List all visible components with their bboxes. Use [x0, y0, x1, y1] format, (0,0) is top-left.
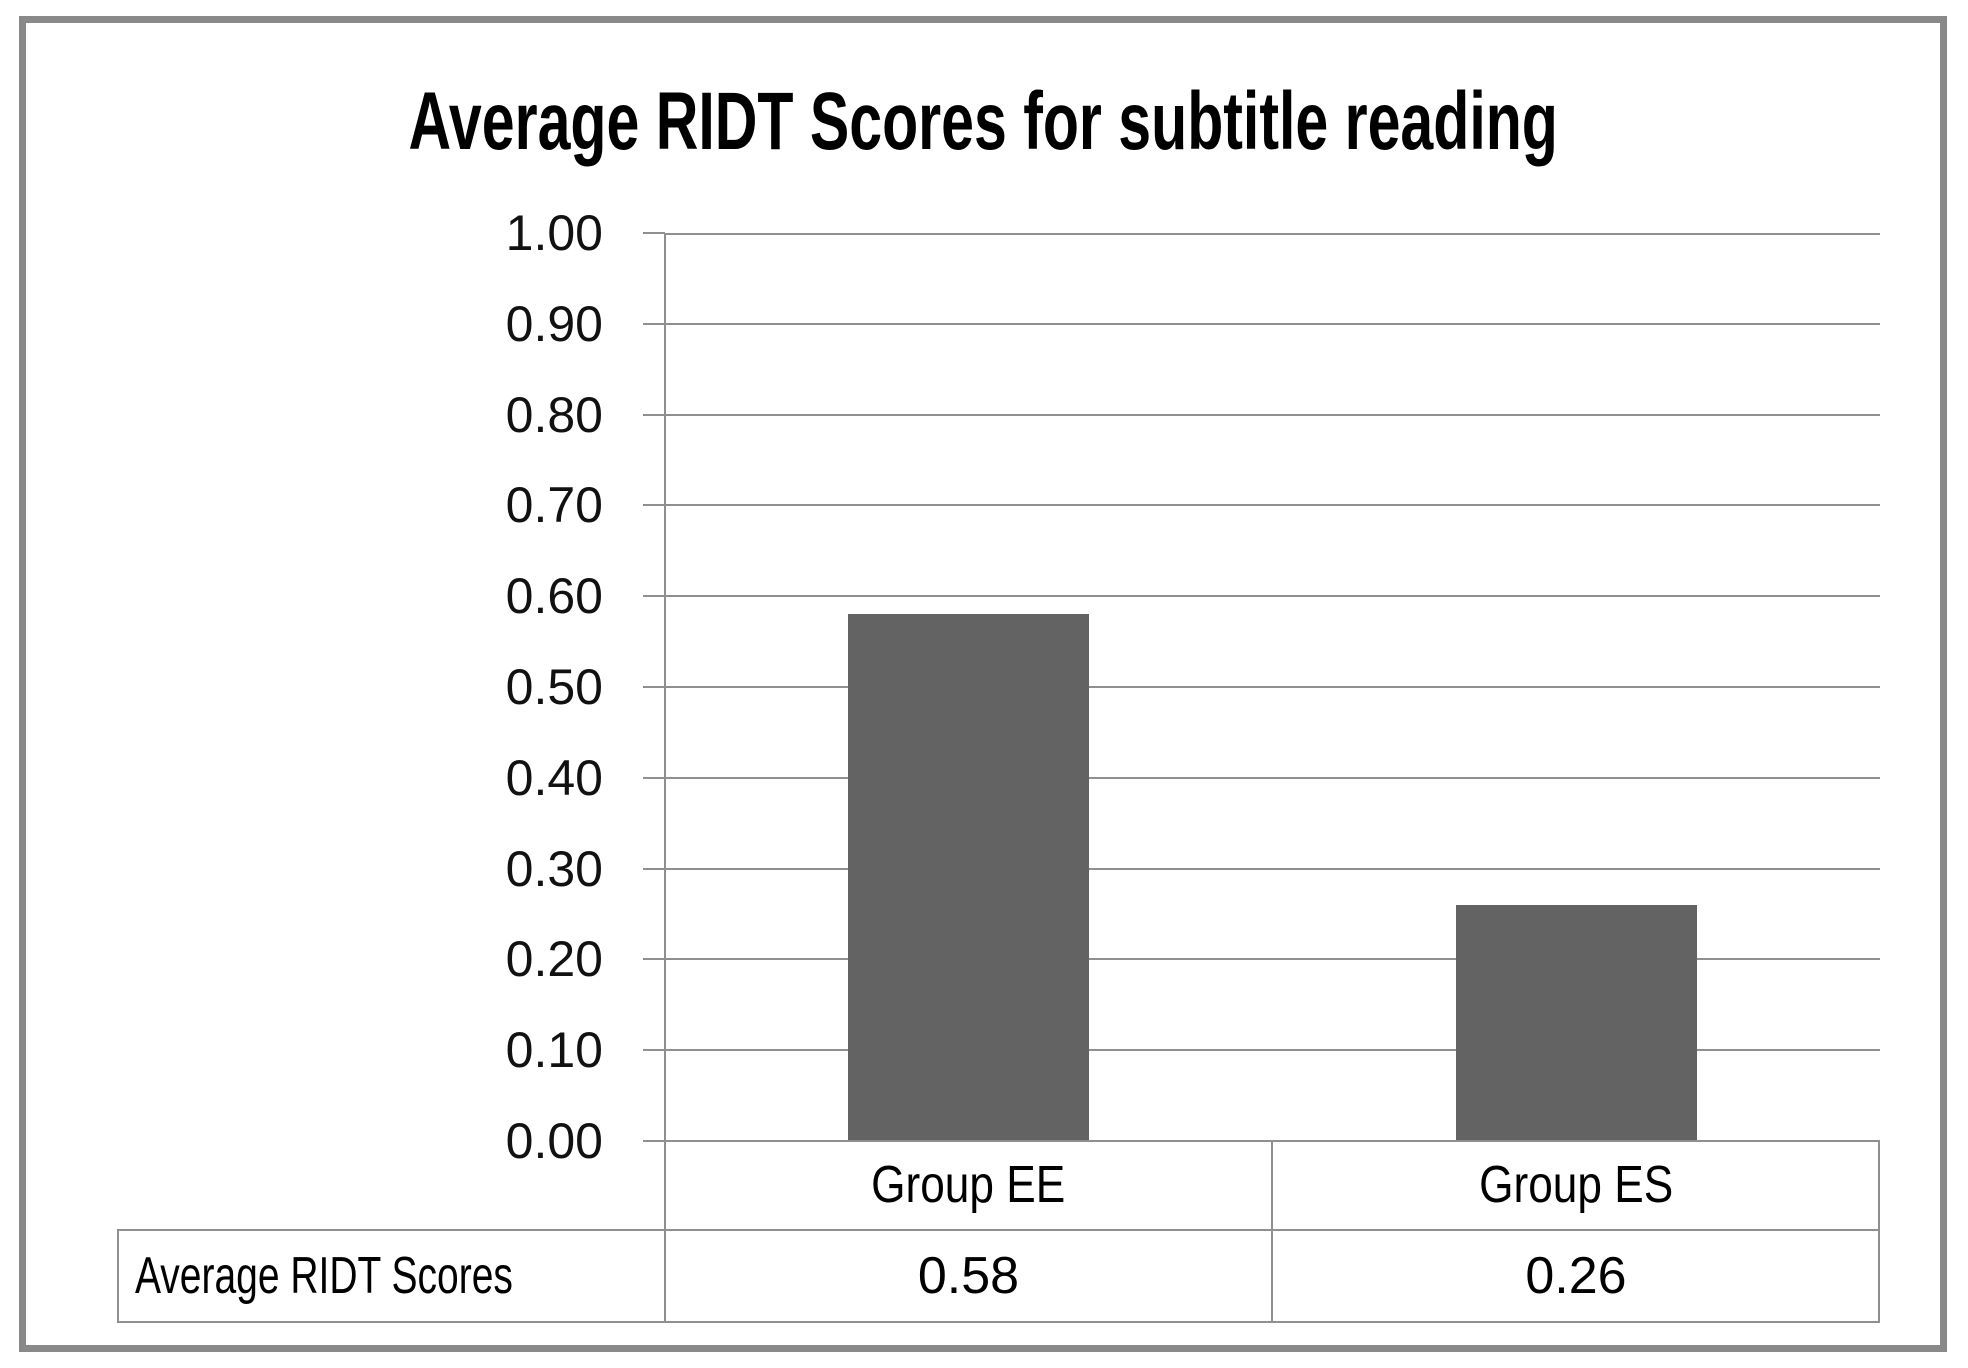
- gridline-0.40: [665, 777, 1880, 779]
- table-border-left-header: [117, 1230, 119, 1322]
- plot-area: [665, 233, 1880, 1142]
- y-axis-tick-label: 0.00: [505, 1113, 603, 1169]
- table-row-divider: [117, 1229, 1880, 1231]
- table-border-middle: [1271, 1141, 1273, 1322]
- y-axis-tick-1.00: [643, 232, 665, 234]
- bar-group-es: [1456, 905, 1697, 1141]
- y-axis-tick-0.80: [643, 414, 665, 416]
- y-axis-tick-0.20: [643, 958, 665, 960]
- y-axis-tick-label: 0.70: [505, 477, 603, 533]
- gridline-0.30: [665, 868, 1880, 870]
- gridline-0.60: [665, 595, 1880, 597]
- y-axis-tick-0.00: [643, 1140, 665, 1142]
- y-axis-tick-label: 0.80: [505, 387, 603, 443]
- x-axis-label-group-es: Group ES: [1478, 1156, 1674, 1214]
- table-border-right: [1878, 1141, 1880, 1322]
- y-axis-tick-0.40: [643, 777, 665, 779]
- gridline-0.00: [665, 1140, 1880, 1142]
- data-table-value-group-ee: 0.58: [917, 1247, 1020, 1305]
- y-axis-tick-0.10: [643, 1049, 665, 1051]
- y-axis-tick-label: 0.90: [505, 296, 603, 352]
- chart-title-text: Average RIDT Scores for subtitle reading: [408, 76, 1558, 167]
- chart-title: Average RIDT Scores for subtitle reading: [19, 57, 1947, 187]
- gridline-0.90: [665, 323, 1880, 325]
- y-axis-tick-label: 0.50: [505, 659, 603, 715]
- y-axis-tick-label: 0.60: [505, 568, 603, 624]
- gridline-0.20: [665, 958, 1880, 960]
- table-bottom-border: [117, 1321, 1880, 1323]
- y-axis-tick-0.50: [643, 686, 665, 688]
- y-axis-tick-0.30: [643, 868, 665, 870]
- gridline-0.10: [665, 1049, 1880, 1051]
- y-axis-tick-label: 0.30: [505, 841, 603, 897]
- y-axis-tick-label: 0.10: [505, 1022, 603, 1078]
- y-axis-tick-label: 0.20: [505, 931, 603, 987]
- y-axis-tick-0.70: [643, 504, 665, 506]
- bar-group-ee: [848, 614, 1089, 1141]
- data-table-row-header: Average RIDT Scores: [135, 1247, 513, 1305]
- gridline-1.00: [665, 233, 1880, 235]
- gridline-0.50: [665, 686, 1880, 688]
- gridline-0.70: [665, 504, 1880, 506]
- y-axis-tick-0.60: [643, 595, 665, 597]
- y-axis-tick-0.90: [643, 323, 665, 325]
- y-axis-tick-label: 0.40: [505, 750, 603, 806]
- y-axis-tick-label: 1.00: [505, 205, 603, 261]
- x-axis-label-group-ee: Group EE: [871, 1156, 1066, 1214]
- gridline-0.80: [665, 414, 1880, 416]
- data-table-value-group-es: 0.26: [1525, 1247, 1627, 1305]
- table-border-left-plot: [664, 1141, 666, 1322]
